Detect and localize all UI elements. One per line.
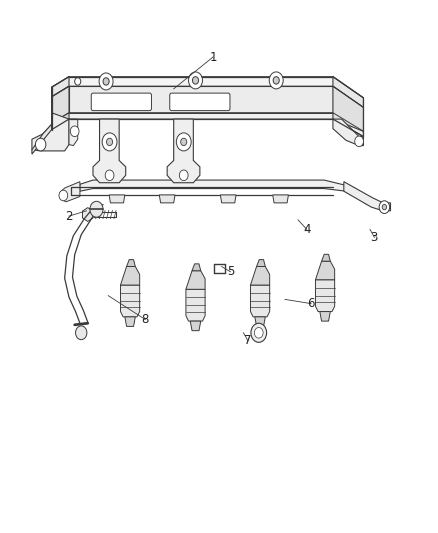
- Text: 3: 3: [370, 231, 377, 244]
- Text: 4: 4: [302, 223, 310, 236]
- Polygon shape: [256, 260, 265, 266]
- Circle shape: [272, 77, 279, 84]
- Circle shape: [179, 170, 187, 181]
- Polygon shape: [191, 264, 200, 271]
- Polygon shape: [109, 195, 124, 203]
- FancyBboxPatch shape: [91, 93, 151, 111]
- Polygon shape: [93, 119, 125, 183]
- Polygon shape: [69, 86, 332, 113]
- Polygon shape: [80, 180, 345, 191]
- Circle shape: [103, 78, 109, 85]
- Polygon shape: [124, 317, 135, 326]
- Circle shape: [180, 138, 186, 146]
- Polygon shape: [185, 289, 205, 321]
- Text: 7: 7: [244, 334, 251, 347]
- Polygon shape: [315, 280, 334, 312]
- Circle shape: [105, 170, 114, 181]
- Polygon shape: [272, 195, 288, 203]
- Polygon shape: [69, 119, 78, 146]
- Circle shape: [192, 77, 198, 84]
- Polygon shape: [51, 77, 363, 108]
- Text: 2: 2: [65, 209, 73, 223]
- Circle shape: [70, 126, 79, 136]
- Polygon shape: [120, 266, 139, 285]
- Circle shape: [99, 73, 113, 90]
- Text: 1: 1: [209, 51, 216, 63]
- Text: 6: 6: [307, 297, 314, 310]
- Circle shape: [35, 138, 46, 151]
- Circle shape: [268, 72, 283, 89]
- Polygon shape: [32, 113, 69, 151]
- Polygon shape: [332, 77, 363, 108]
- Polygon shape: [190, 321, 200, 330]
- Circle shape: [354, 136, 363, 147]
- Polygon shape: [332, 119, 363, 146]
- Polygon shape: [250, 266, 269, 285]
- Text: 8: 8: [141, 313, 148, 326]
- Polygon shape: [167, 119, 199, 183]
- FancyBboxPatch shape: [170, 93, 230, 111]
- Polygon shape: [32, 124, 51, 154]
- Polygon shape: [250, 285, 269, 317]
- Polygon shape: [51, 77, 69, 97]
- Polygon shape: [51, 86, 69, 123]
- Polygon shape: [220, 195, 236, 203]
- Polygon shape: [60, 182, 80, 202]
- Polygon shape: [51, 113, 363, 136]
- Polygon shape: [82, 208, 93, 221]
- Circle shape: [90, 201, 103, 217]
- Polygon shape: [185, 271, 205, 289]
- Polygon shape: [315, 261, 334, 280]
- Polygon shape: [343, 182, 390, 211]
- Circle shape: [176, 133, 191, 151]
- Circle shape: [251, 323, 266, 342]
- Circle shape: [74, 78, 81, 85]
- Circle shape: [188, 72, 202, 89]
- Polygon shape: [51, 113, 69, 130]
- Circle shape: [102, 133, 117, 151]
- Text: 5: 5: [226, 265, 233, 278]
- Polygon shape: [254, 317, 265, 326]
- Circle shape: [381, 205, 386, 210]
- Circle shape: [378, 201, 389, 214]
- Polygon shape: [159, 195, 175, 203]
- Polygon shape: [120, 285, 139, 317]
- Circle shape: [59, 190, 67, 201]
- Polygon shape: [126, 260, 135, 266]
- Polygon shape: [319, 312, 329, 321]
- Polygon shape: [321, 254, 329, 261]
- Circle shape: [75, 326, 87, 340]
- Circle shape: [106, 138, 113, 146]
- Circle shape: [254, 327, 262, 338]
- Polygon shape: [332, 86, 363, 131]
